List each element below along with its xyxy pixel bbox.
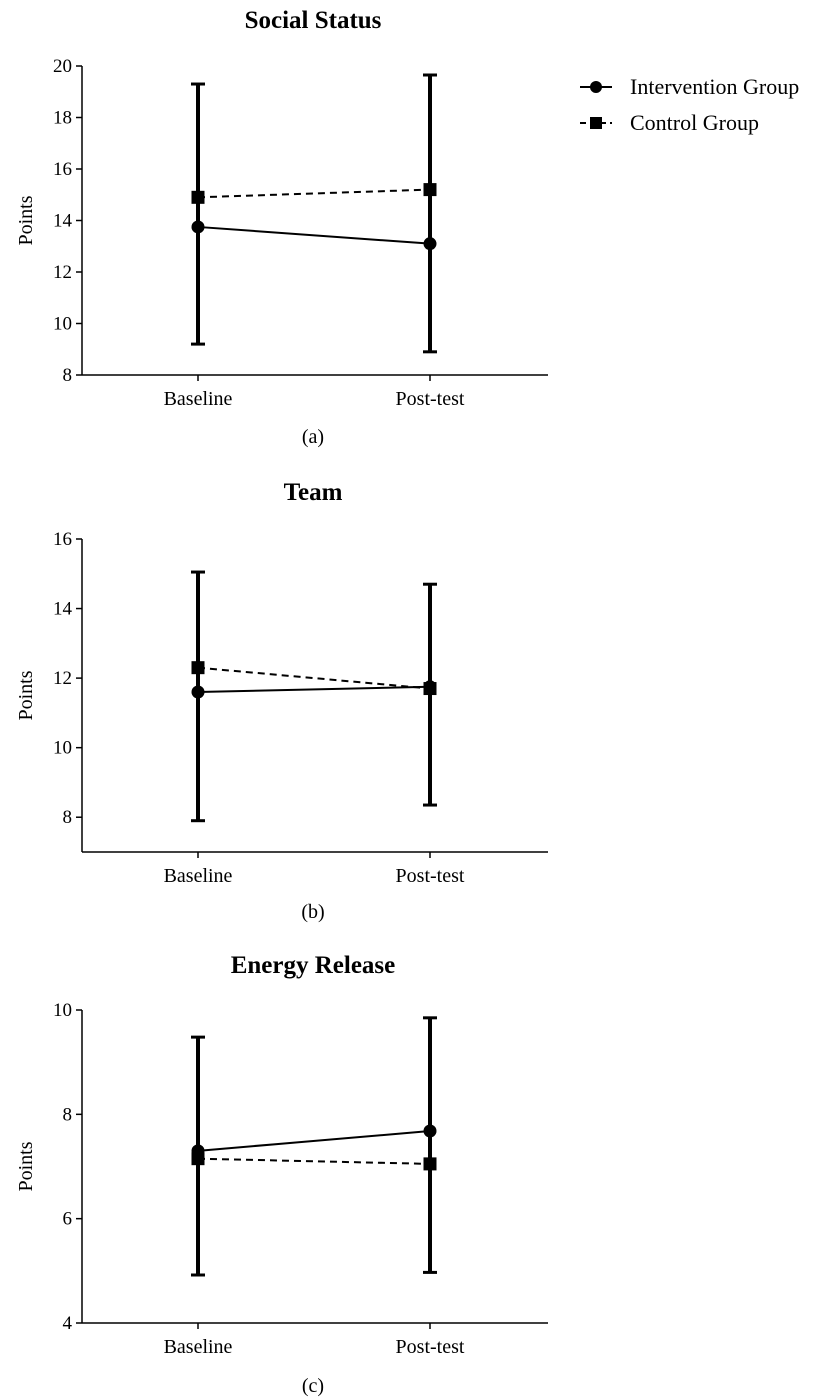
- x-tick-label: Baseline: [164, 388, 233, 410]
- series-line-intervention: [197, 685, 431, 694]
- y-tick-label: 10: [53, 1000, 72, 1021]
- chart-panel-2: Team 8 10 12 14 16 Baseline Post-test Points (b): [15, 479, 548, 923]
- point-intervention: [423, 1124, 437, 1138]
- y-tick-label: 10: [53, 314, 72, 335]
- panel-caption: (b): [301, 901, 324, 923]
- y-axis-label: Points: [15, 1141, 37, 1191]
- point-intervention: [191, 220, 205, 234]
- chart-title: Social Status: [245, 7, 382, 34]
- legend-label-control: Control Group: [630, 110, 759, 135]
- point-control: [423, 183, 437, 197]
- y-tick-label: 8: [63, 1104, 73, 1125]
- legend-label-intervention: Intervention Group: [630, 74, 799, 99]
- point-intervention: [423, 237, 437, 251]
- y-tick-label: 16: [53, 159, 72, 180]
- point-intervention: [191, 685, 205, 699]
- y-tick-label: 12: [53, 262, 72, 283]
- chart-title: Energy Release: [231, 952, 396, 979]
- y-tick-label: 8: [63, 807, 73, 828]
- series-line-control: [197, 666, 431, 690]
- point-control: [191, 661, 205, 675]
- y-tick-label: 6: [63, 1209, 73, 1230]
- series-line-control: [197, 188, 431, 199]
- y-tick-label: 18: [53, 108, 72, 129]
- y-tick-label: 8: [63, 365, 73, 386]
- x-tick-label: Baseline: [164, 865, 233, 887]
- y-tick-label: 10: [53, 738, 72, 759]
- x-tick-label: Baseline: [164, 1336, 233, 1358]
- point-control: [423, 682, 437, 696]
- y-tick-label: 12: [53, 668, 72, 689]
- panel-caption: (a): [302, 426, 324, 448]
- x-tick-label: Post-test: [396, 865, 465, 887]
- panel-caption: (c): [302, 1375, 324, 1397]
- chart-title: Team: [284, 479, 343, 506]
- chart-panel-3: Energy Release 4 6 8 10 Baseline Post-test Poin…: [15, 952, 548, 1397]
- legend-marker-control: [590, 117, 602, 129]
- chart-panel-1: Social Status 8 10 12 14 16 18 20 Baseline Post-t…: [15, 7, 548, 448]
- legend: Intervention Group Control Group: [580, 74, 799, 135]
- x-tick-label: Post-test: [396, 1336, 465, 1358]
- y-axis-label: Points: [15, 670, 37, 720]
- point-control: [191, 190, 205, 204]
- y-tick-label: 14: [53, 211, 73, 232]
- point-control: [423, 1157, 437, 1171]
- y-axis-label: Points: [15, 195, 37, 245]
- legend-marker-intervention: [590, 81, 602, 93]
- point-control: [191, 1152, 205, 1166]
- series-line-intervention: [197, 1130, 431, 1152]
- y-tick-label: 14: [53, 599, 73, 620]
- x-tick-label: Post-test: [396, 388, 465, 410]
- y-tick-label: 16: [53, 529, 72, 550]
- series-line-control: [197, 1157, 431, 1165]
- y-tick-label: 20: [53, 56, 72, 77]
- y-tick-label: 4: [63, 1313, 73, 1334]
- series-line-intervention: [197, 225, 431, 245]
